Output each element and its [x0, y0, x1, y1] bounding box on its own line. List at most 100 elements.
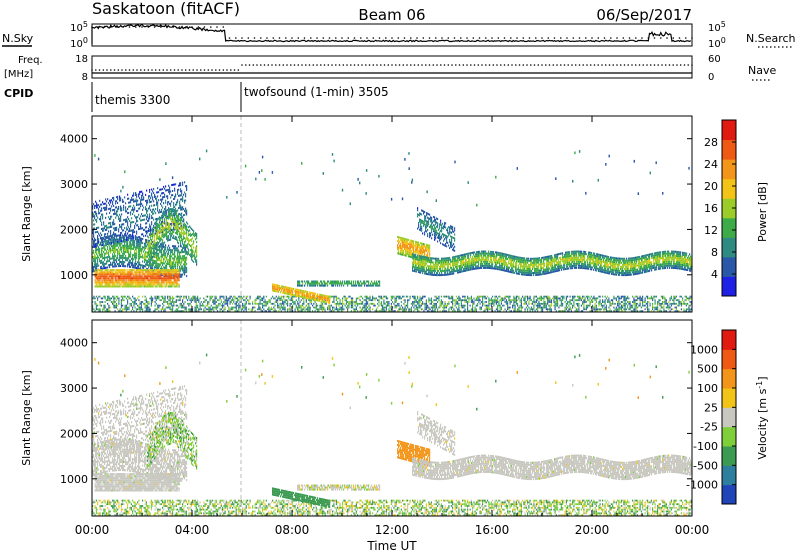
echo-cell — [482, 295, 484, 298]
echo-cell — [157, 283, 159, 286]
echo-cell — [197, 310, 199, 312]
echo-cell — [183, 304, 185, 307]
nsearch-tick-low: 100 — [708, 36, 726, 50]
echo-cell — [158, 248, 160, 251]
echo-cell — [149, 191, 151, 193]
echo-cell — [94, 211, 96, 214]
echo-cell — [171, 283, 173, 286]
echo-cell — [162, 271, 164, 274]
echo-cell — [308, 306, 310, 309]
echo-cell — [382, 308, 384, 311]
echo-cell — [170, 302, 172, 305]
echo-cell — [365, 308, 367, 311]
echo-cell — [395, 297, 397, 300]
echo-cell — [533, 301, 535, 303]
echo-cell — [136, 285, 138, 288]
echo-cell — [125, 283, 127, 286]
echo-cell — [128, 237, 130, 239]
echo-cell — [408, 310, 410, 312]
nave-dot — [117, 69, 120, 71]
echo-cell — [337, 301, 339, 303]
nave-dot — [503, 64, 506, 66]
echo-cell — [117, 202, 119, 204]
echo-cell — [308, 310, 310, 312]
echo-cell — [170, 263, 172, 266]
echo-cell — [550, 299, 552, 302]
echo-cell — [96, 227, 98, 229]
echo-cell — [161, 279, 163, 282]
echo-cell — [129, 261, 131, 264]
echo-cell — [95, 255, 97, 258]
echo-cell — [103, 271, 105, 274]
echo-cell — [115, 271, 117, 274]
echo-cell — [139, 207, 141, 210]
echo-cell — [156, 273, 158, 276]
echo-cell — [264, 310, 266, 312]
echo-cell — [124, 252, 126, 255]
echo-cell — [102, 261, 104, 264]
echo-cell — [182, 249, 184, 252]
echo-cell — [305, 301, 307, 303]
echo-cell — [342, 297, 344, 300]
echo-cell — [143, 206, 145, 209]
echo-cell — [524, 301, 526, 303]
echo-cell — [108, 281, 110, 284]
echo-cell — [398, 295, 400, 298]
freq-label: Freq. — [18, 55, 43, 66]
echo-cell — [119, 213, 121, 216]
echo-cell — [679, 302, 681, 305]
echo-cell — [663, 301, 665, 303]
echo-cell — [634, 310, 636, 312]
echo-cell — [172, 297, 174, 300]
echo-cell — [538, 302, 540, 305]
echo-cell — [392, 295, 394, 298]
echo-cell — [242, 304, 244, 307]
echo-cell — [126, 283, 128, 286]
echo-cell — [450, 306, 452, 309]
echo-cell — [156, 248, 158, 251]
echo-cell — [415, 301, 417, 303]
echo-cell — [118, 240, 120, 243]
echo-cell — [119, 256, 121, 259]
echo-cell — [98, 310, 100, 312]
echo-cell — [141, 252, 143, 254]
echo-cell — [151, 204, 153, 207]
echo-cell — [338, 310, 340, 312]
echo-cell — [472, 301, 474, 303]
echo-cell — [180, 269, 182, 272]
echo-cell — [104, 265, 106, 268]
echo-cell — [101, 259, 103, 262]
echo-cell — [364, 304, 366, 307]
echo-cell — [124, 306, 126, 309]
echo-cell — [564, 310, 566, 312]
echo-cell — [144, 304, 146, 307]
echo-cell — [252, 310, 254, 312]
echo-cell — [513, 297, 515, 300]
echo-cell — [395, 299, 397, 302]
echo-cell — [101, 253, 103, 256]
echo-cell — [138, 243, 140, 246]
echo-cell — [372, 299, 374, 302]
echo-cell — [530, 306, 532, 309]
echo-cell — [177, 265, 179, 268]
echo-cell — [114, 208, 116, 211]
echo-cell — [645, 302, 647, 305]
echo-cell — [173, 277, 175, 280]
echo-cell — [395, 304, 397, 307]
nave-dot — [440, 64, 442, 66]
echo-cell — [174, 259, 176, 262]
echo-cell — [177, 275, 179, 278]
echo-cell — [203, 297, 205, 300]
echo-cell — [117, 304, 119, 307]
echo-cell — [122, 283, 124, 286]
echo-cell — [514, 308, 516, 311]
echo-cell — [279, 306, 281, 309]
echo-cell — [114, 310, 116, 312]
echo-cell — [320, 306, 322, 309]
echo-cell — [659, 299, 661, 302]
echo-cell — [120, 225, 122, 228]
echo-cell — [157, 258, 159, 261]
echo-cell — [140, 304, 142, 307]
echo-cell — [127, 249, 129, 252]
nsearch-dot — [466, 37, 468, 39]
